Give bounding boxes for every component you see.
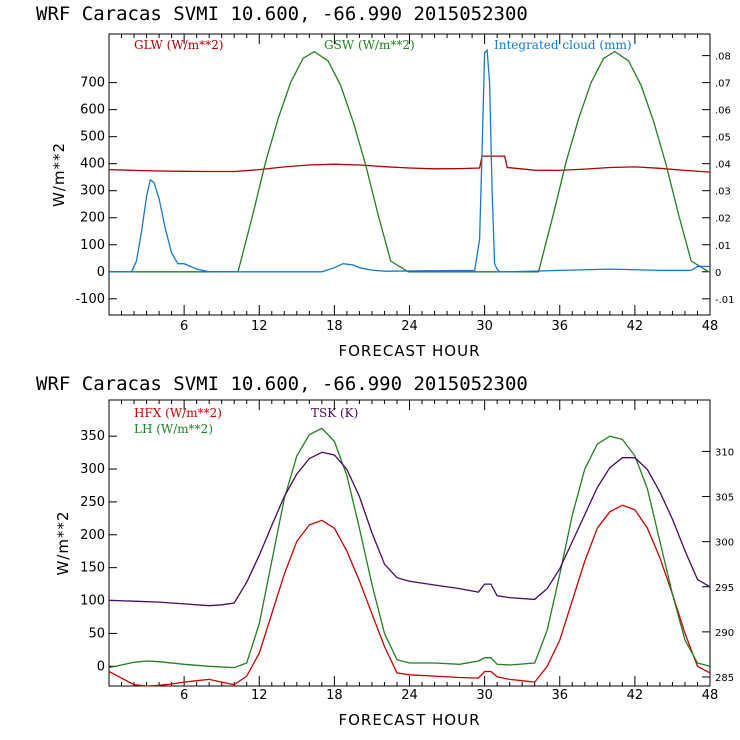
y2-tick-label: -.01 [715,295,735,306]
series-line-tsk [108,451,711,607]
y-tick-label: 400 [80,157,105,172]
legend-entry: GLW (W/m**2) [134,38,223,52]
series-line-glw [108,155,711,173]
series-line-integrated [109,48,710,273]
y2-tick-label: .02 [715,214,731,225]
chart-title: WRF Caracas SVMI 10.600, -66.990 2015052… [36,3,528,25]
y-tick-label: 200 [80,528,105,543]
x-tick-label: 6 [180,688,188,703]
y2-tick-label: 295 [715,583,734,594]
y2-tick-label: 300 [715,538,734,549]
y-axis-label: W/m**2 [50,142,68,207]
y2-tick-label: 290 [715,628,734,639]
legend-entry: LH (W/m**2) [134,422,213,436]
y-tick-label: -100 [75,292,105,307]
x-tick-label: 24 [401,319,418,334]
x-tick-label: 42 [627,688,644,703]
x-tick-label: 24 [401,688,418,703]
x-tick-label: 48 [702,319,719,334]
x-tick-label: 42 [627,319,644,334]
x-axis-label: FORECAST HOUR [338,342,480,360]
y-tick-label: 500 [80,130,105,145]
y-tick-label: 200 [80,211,105,226]
y-axis-label: W/m**2 [54,510,72,575]
x-tick-label: 12 [251,319,268,334]
chart-panel-2: WRF Caracas SVMI 10.600, -66.990 2015052… [36,373,734,729]
y2-tick-label: 310 [715,447,734,458]
chart-panel-1: WRF Caracas SVMI 10.600, -66.990 2015052… [36,3,735,360]
series-line-gsw [109,50,710,273]
y2-tick-label: .04 [715,160,731,171]
y2-tick-label: 305 [715,493,734,504]
y2-tick-label: .08 [715,52,731,63]
plot-frame [108,33,711,316]
series-line-lh [108,427,711,669]
y2-tick-label: .03 [715,187,731,198]
y2-tick-label: .05 [715,133,731,144]
y-tick-label: 600 [80,103,105,118]
y-tick-label: 300 [80,184,105,199]
x-tick-label: 18 [326,319,343,334]
y-tick-label: 250 [80,495,105,510]
legend-entry: HFX (W/m**2) [134,406,222,420]
x-tick-label: 36 [551,688,568,703]
x-axis-label: FORECAST HOUR [338,711,480,729]
x-tick-label: 30 [476,319,493,334]
y-tick-label: 350 [80,429,105,444]
x-tick-label: 18 [326,688,343,703]
y-tick-label: 100 [80,238,105,253]
legend-entry: Integrated cloud (mm) [494,38,632,52]
x-tick-label: 6 [180,319,188,334]
y-tick-label: 50 [88,626,105,641]
plot-frame [108,399,711,687]
y-tick-label: 700 [80,76,105,91]
legend-entry: TSK (K) [311,406,358,420]
y2-tick-label: .06 [715,106,731,117]
x-tick-label: 30 [476,688,493,703]
y-tick-label: 100 [80,594,105,609]
y2-tick-label: .01 [715,241,731,252]
y2-tick-label: .07 [715,79,731,90]
y-tick-label: 150 [80,561,105,576]
y2-tick-label: 0 [715,268,721,279]
y-tick-label: 0 [97,659,105,674]
series-line-hfx [108,504,711,687]
x-tick-label: 12 [251,688,268,703]
y-tick-label: 300 [80,462,105,477]
y-tick-label: 0 [97,265,105,280]
chart-title: WRF Caracas SVMI 10.600, -66.990 2015052… [36,373,528,395]
x-tick-label: 36 [551,319,568,334]
x-tick-label: 48 [702,688,719,703]
y2-tick-label: 285 [715,673,734,684]
legend-entry: GSW (W/m**2) [324,38,415,52]
